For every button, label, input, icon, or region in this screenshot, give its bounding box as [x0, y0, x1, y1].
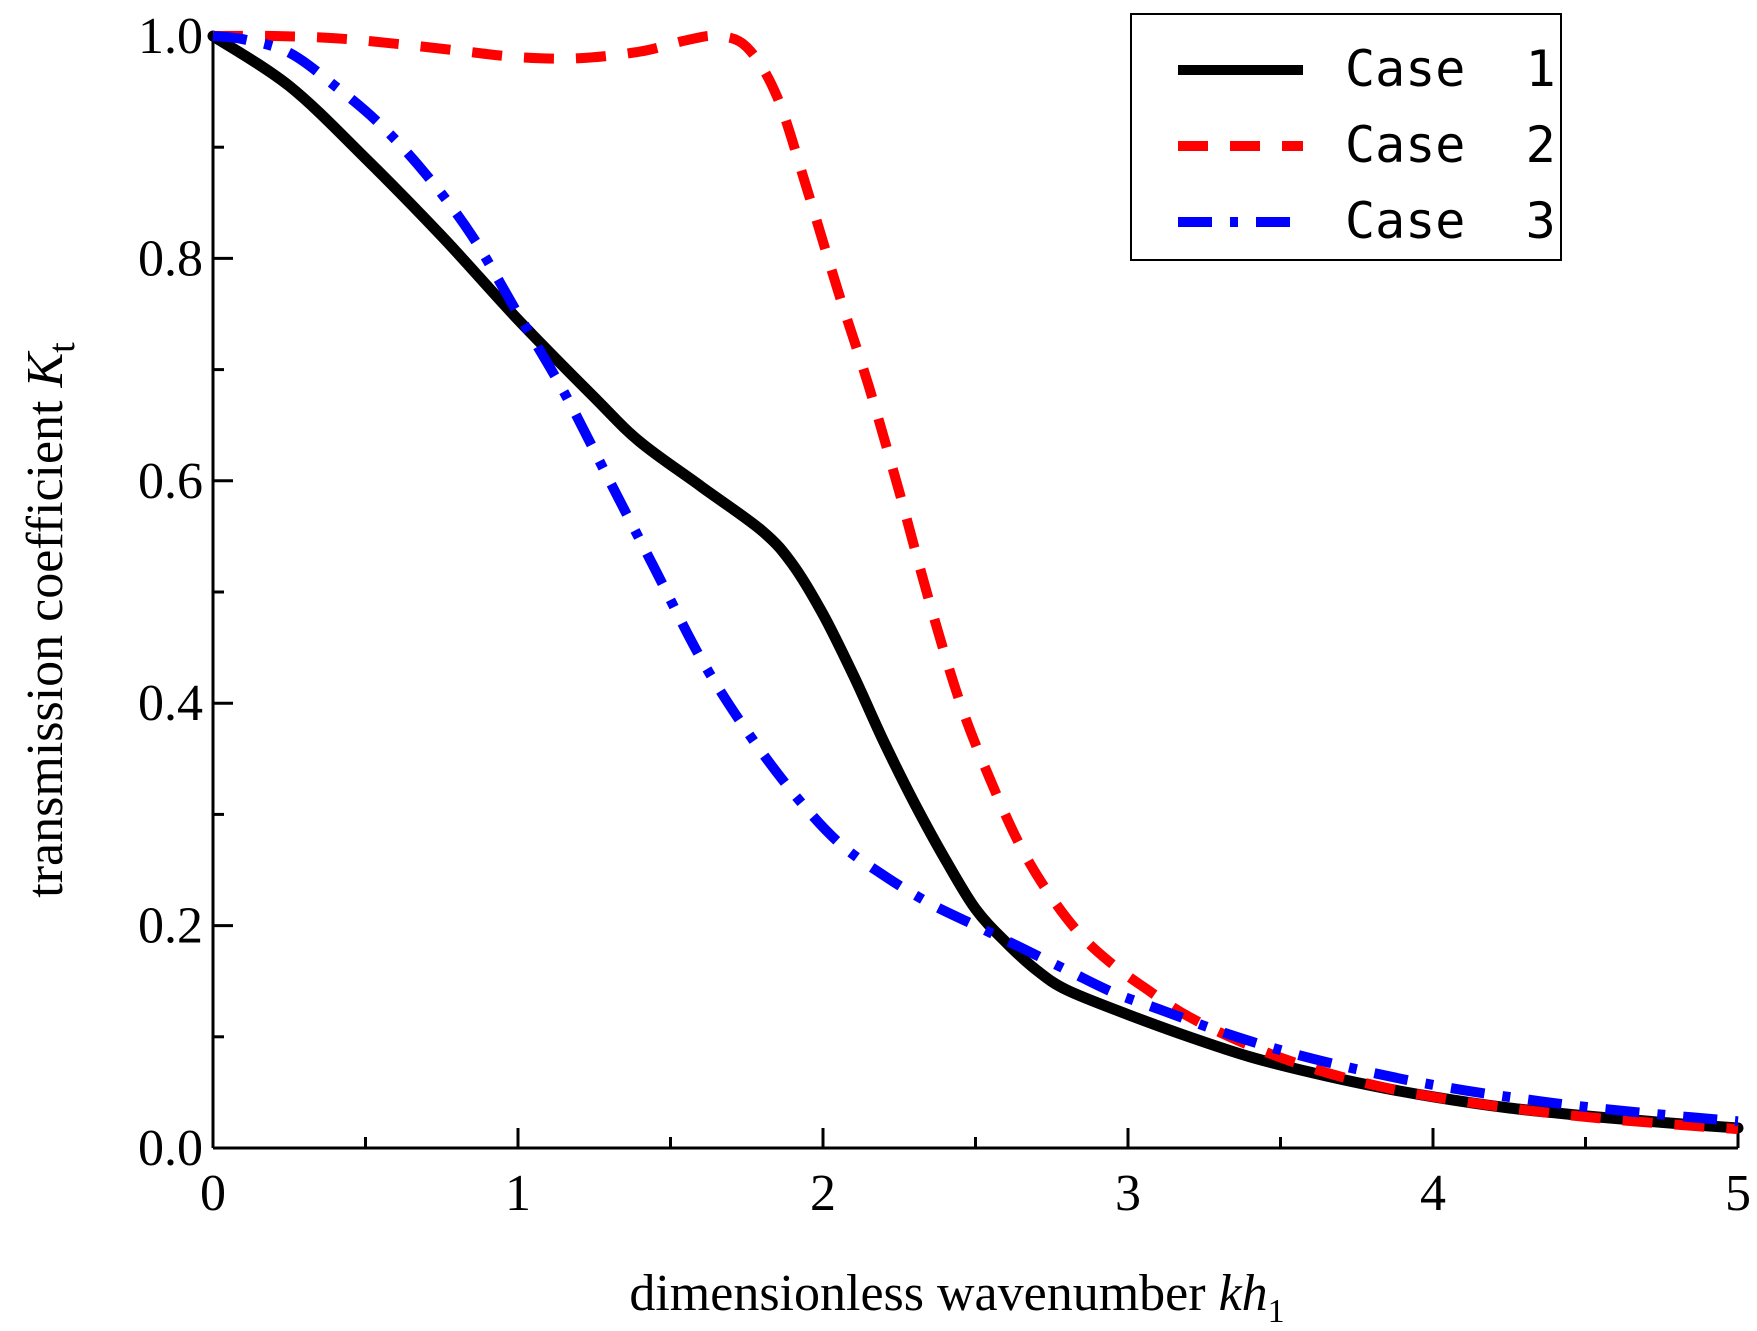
x-tick-label: 4: [1420, 1165, 1446, 1222]
x-axis-title-sub: 1: [1268, 1293, 1285, 1330]
y-tick-label: 0.8: [138, 230, 203, 287]
axis-ticks: [211, 34, 1740, 1150]
x-axis-title-text: dimensionless wavenumber: [629, 1265, 1218, 1322]
x-tick-label: 3: [1115, 1165, 1141, 1222]
x-tick-label: 2: [810, 1165, 836, 1222]
x-axis-title-var: kh: [1219, 1265, 1268, 1322]
x-axis-title: dimensionless wavenumber kh1: [629, 1265, 1284, 1330]
legend: Case 1 Case 2 Case 3: [1130, 13, 1562, 261]
series-line-case-3: [212, 31, 1739, 1127]
x-tick-label: 0: [200, 1165, 226, 1222]
x-tick-label: 1: [505, 1165, 531, 1222]
y-axis-title: transmission coefficient Kt: [17, 342, 83, 898]
y-axis-title-sub: t: [41, 342, 83, 353]
y-tick-label: 1.0: [138, 8, 203, 65]
y-tick-label: 0.4: [138, 675, 203, 732]
y-tick-label: 0.2: [138, 898, 203, 955]
y-tick-label: 0.6: [138, 453, 203, 510]
axis-tick-labels: 0 1 2 3 4 5 0.0 0.2 0.4 0.6 0.8 1.0: [138, 8, 1751, 1222]
legend-label-case-3: Case 3: [1345, 192, 1556, 250]
x-tick-label: 5: [1725, 1165, 1751, 1222]
legend-label-case-2: Case 2: [1345, 116, 1556, 174]
series-lines: [207, 30, 1744, 1135]
y-axis-title-var: K: [17, 351, 74, 389]
legend-label-case-1: Case 1: [1345, 40, 1556, 98]
y-tick-label: 0.0: [138, 1120, 203, 1177]
y-axis-title-text: transmission coefficient: [17, 388, 74, 898]
